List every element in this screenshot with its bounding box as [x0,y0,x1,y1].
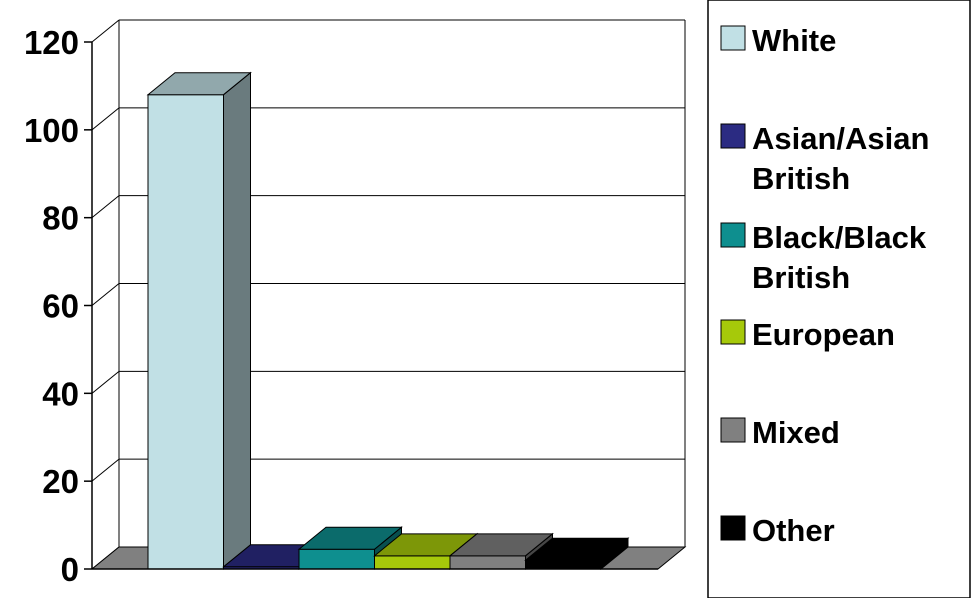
y-tick-label: 0 [61,551,79,588]
legend-label: White [752,23,836,58]
bar-side [223,71,251,571]
y-tick-label: 80 [42,200,79,237]
legend-item: Mixed [720,415,840,450]
legend: White Asian/Asian British Black/Black Britis… [707,0,971,598]
side-wall-line [91,283,120,306]
legend-swatch [720,222,746,248]
y-tick-label: 20 [42,463,79,500]
bar-front [449,555,526,570]
legend-swatch [720,25,746,51]
y-tick-label: 60 [42,288,79,325]
bar-top [297,526,403,550]
legend-item: Black/Black British [720,220,927,295]
bar [146,71,252,571]
side-wall-line [91,107,120,131]
legend-label: European [752,317,895,352]
legend-label: Mixed [752,415,840,450]
y-axis: 0 20 40 60 80 100 120 [24,24,658,588]
side-wall-line [91,458,120,482]
legend-item: Other [720,513,835,548]
legend-item: European [720,317,895,352]
bar-front [147,94,224,570]
bar-front [374,555,451,570]
legend-item: White [720,23,836,58]
legend-label: Other [752,513,835,548]
bar-top [448,533,554,557]
bar-front [298,548,375,570]
bars [146,71,630,571]
legend-item: Asian/Asian British [720,121,929,196]
y-tick-label: 100 [24,112,79,149]
legend-swatch [720,515,746,541]
bar-top [146,72,252,96]
bar [448,532,554,571]
side-wall-line [91,19,120,43]
y-tick-label: 120 [24,24,79,61]
bar-front [525,559,602,570]
bar-top [524,537,630,561]
legend-swatch [720,123,746,149]
legend-swatch [720,319,746,345]
legend-swatch [720,417,746,443]
legend-label: Asian/Asian British [752,121,929,196]
y-tick-label: 40 [42,375,79,412]
legend-label: Black/Black British [752,220,927,295]
side-wall-line [91,370,120,394]
side-wall-line [91,195,120,219]
legend-box [707,0,971,598]
